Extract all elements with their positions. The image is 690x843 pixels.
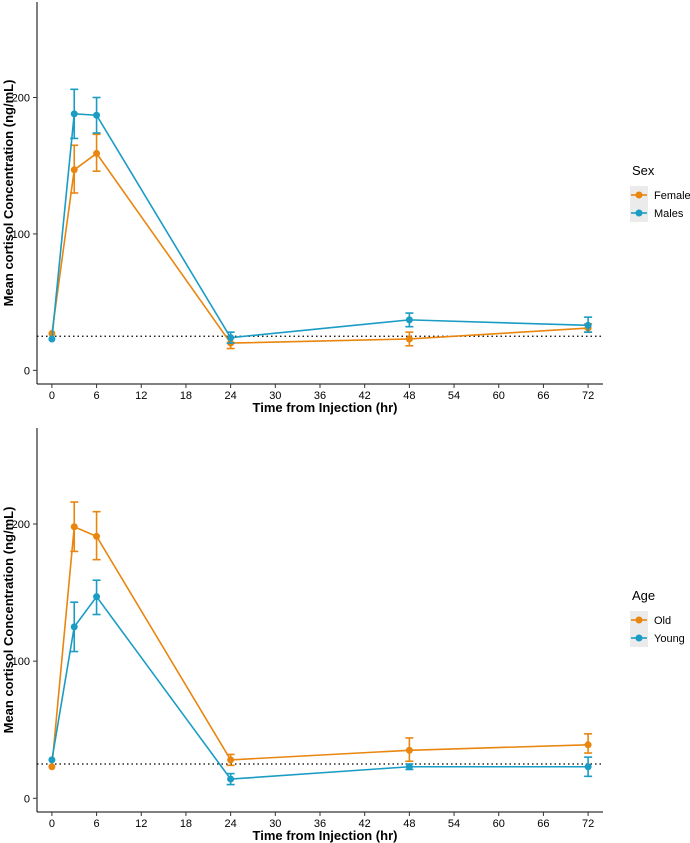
x-tick-label: 48 xyxy=(403,390,415,402)
y-axis-title: Mean cortisol Concentration (ng/mL) xyxy=(1,507,16,734)
x-tick-label: 60 xyxy=(493,390,505,402)
legend-label: Males xyxy=(654,208,684,220)
y-tick-label: 100 xyxy=(12,656,30,668)
x-tick-label: 0 xyxy=(49,390,55,402)
series-line xyxy=(51,525,589,767)
data-point xyxy=(70,523,78,531)
x-tick-label: 6 xyxy=(94,818,100,830)
x-tick-label: 12 xyxy=(135,818,147,830)
data-point xyxy=(70,110,78,118)
series-females xyxy=(48,133,593,350)
y-tick-label: 0 xyxy=(24,365,30,377)
series-line xyxy=(51,152,589,344)
data-point xyxy=(93,532,101,540)
legend-item-young: Young xyxy=(630,629,685,647)
series-young xyxy=(48,579,593,786)
data-point xyxy=(584,763,592,771)
data-point xyxy=(405,763,413,771)
series-old xyxy=(48,501,593,771)
x-tick-label: 60 xyxy=(493,818,505,830)
x-tick-label: 36 xyxy=(314,390,326,402)
data-point xyxy=(584,321,592,329)
legend-key-point xyxy=(635,209,643,217)
legend-label: Young xyxy=(654,633,685,645)
data-point xyxy=(405,746,413,754)
x-tick-label: 24 xyxy=(225,818,237,830)
legend-key-point xyxy=(635,634,643,642)
x-tick-label: 54 xyxy=(448,818,460,830)
data-point xyxy=(48,756,56,764)
data-point xyxy=(70,623,78,631)
data-point xyxy=(584,741,592,749)
legend-label: Females xyxy=(654,190,690,202)
x-tick-label: 6 xyxy=(94,390,100,402)
data-point xyxy=(227,334,235,342)
x-tick-label: 12 xyxy=(135,390,147,402)
x-tick-label: 30 xyxy=(269,818,281,830)
legend: Sex Females Males xyxy=(630,163,690,222)
series-line xyxy=(51,113,589,340)
x-tick-label: 36 xyxy=(314,818,326,830)
data-point xyxy=(48,763,56,771)
x-tick-label: 72 xyxy=(582,390,594,402)
legend-item-males: Males xyxy=(630,204,684,222)
x-axis-title: Time from Injection (hr) xyxy=(253,828,398,843)
data-point xyxy=(227,756,235,764)
y-tick-label: 100 xyxy=(12,229,30,241)
x-tick-label: 18 xyxy=(180,390,192,402)
data-point xyxy=(70,166,78,174)
chart-panel-1: 0 100 200 0 6 12 18 24 30 36 42 48 54 60 66 72 Time from… xyxy=(1,2,690,415)
y-tick-label: 200 xyxy=(12,93,30,105)
legend-key-point xyxy=(635,191,643,199)
x-tick-label: 72 xyxy=(582,818,594,830)
x-tick-label: 42 xyxy=(359,818,371,830)
y-tick-label: 200 xyxy=(12,519,30,531)
x-tick-label: 42 xyxy=(359,390,371,402)
x-tick-label: 54 xyxy=(448,390,460,402)
data-point xyxy=(405,335,413,343)
data-point xyxy=(48,335,56,343)
x-tick-label: 30 xyxy=(269,390,281,402)
legend: Age Old Young xyxy=(630,588,685,647)
data-point xyxy=(93,111,101,119)
data-point xyxy=(227,775,235,783)
x-tick-label: 0 xyxy=(49,818,55,830)
x-tick-label: 48 xyxy=(403,818,415,830)
data-point xyxy=(405,316,413,324)
x-axis-title: Time from Injection (hr) xyxy=(253,400,398,415)
data-point xyxy=(93,149,101,157)
chart-panel-2: 0 100 200 0 6 12 18 24 30 36 42 48 54 60 66 72 Time from… xyxy=(1,428,685,843)
legend-key-point xyxy=(635,616,643,624)
y-axis-title: Mean cortisol Concentration (ng/mL) xyxy=(1,80,16,307)
x-tick-label: 18 xyxy=(180,818,192,830)
series-males xyxy=(48,88,593,344)
legend-item-females: Females xyxy=(630,186,690,204)
x-tick-label: 66 xyxy=(537,390,549,402)
legend-title: Age xyxy=(632,588,655,603)
legend-item-old: Old xyxy=(630,611,671,629)
legend-title: Sex xyxy=(632,163,655,178)
legend-label: Old xyxy=(654,615,671,627)
data-point xyxy=(93,593,101,601)
y-tick-label: 0 xyxy=(24,793,30,805)
x-tick-label: 24 xyxy=(225,390,237,402)
x-tick-label: 66 xyxy=(537,818,549,830)
series-line xyxy=(51,595,589,780)
